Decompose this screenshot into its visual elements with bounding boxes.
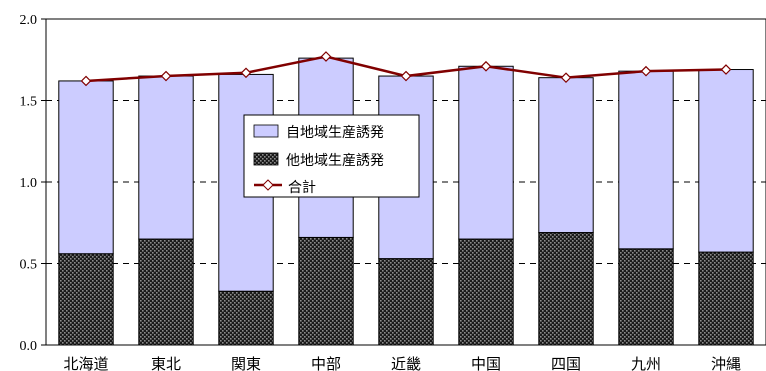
x-category-label-7: 九州 <box>631 355 661 371</box>
bar-own-region-5 <box>458 65 514 240</box>
total-point-0 <box>80 75 92 87</box>
bar-other-region-5 <box>458 238 514 346</box>
bar-other-region-6 <box>538 232 594 346</box>
bar-own-region-8 <box>698 69 754 253</box>
x-category-label-5: 中国 <box>471 355 501 371</box>
bar-other-region-0 <box>58 253 114 346</box>
y-axis: 0.0 0.5 1.0 1.5 2.0 <box>20 13 46 354</box>
total-point-2 <box>240 67 252 79</box>
total-point-6 <box>560 72 572 84</box>
legend-label-own-region: 自地域生産誘発 <box>286 125 384 141</box>
total-point-5 <box>480 60 492 72</box>
total-point-4 <box>400 70 412 82</box>
bar-other-region-2 <box>218 290 274 346</box>
legend-swatch-own-region <box>253 124 279 138</box>
total-point-1 <box>160 70 172 82</box>
y-tick-label-3: 1.5 <box>20 95 38 110</box>
x-category-label-8: 沖縄 <box>711 355 741 371</box>
y-tick-label-0: 0.0 <box>20 339 38 354</box>
legend-swatch-total-marker <box>262 179 274 191</box>
legend: 自地域生産誘発 他地域生産誘発 合計 <box>243 114 420 198</box>
bar-own-region-0 <box>58 80 114 255</box>
y-tick-label-2: 1.0 <box>20 176 38 191</box>
legend-label-total: 合計 <box>288 180 316 196</box>
legend-label-other-region: 他地域生産誘発 <box>286 153 384 169</box>
total-point-3 <box>320 51 332 62</box>
y-tick-label-4: 2.0 <box>20 13 38 28</box>
x-axis: 北海道 東北 関東 中部 近畿 中国 四国 九州 沖縄 <box>63 355 741 371</box>
x-category-label-3: 中部 <box>311 355 341 371</box>
bar-other-region-1 <box>138 238 194 346</box>
bar-own-region-7 <box>618 70 674 250</box>
x-category-label-1: 東北 <box>151 355 181 371</box>
bar-own-region-1 <box>138 75 194 240</box>
legend-swatch-other-region <box>253 152 279 166</box>
bars <box>58 57 754 346</box>
bar-other-region-8 <box>698 251 754 346</box>
bar-other-region-4 <box>378 258 434 346</box>
y-tick-label-1: 0.5 <box>20 258 38 273</box>
total-point-8 <box>720 64 732 75</box>
x-category-label-4: 近畿 <box>391 355 421 371</box>
bar-other-region-3 <box>298 236 354 346</box>
total-point-7 <box>640 65 652 77</box>
x-category-label-6: 四国 <box>551 355 581 371</box>
x-category-label-2: 関東 <box>231 355 261 371</box>
x-category-label-0: 北海道 <box>63 355 108 371</box>
bar-other-region-7 <box>618 248 674 346</box>
total-line <box>80 51 732 87</box>
bar-own-region-6 <box>538 77 594 234</box>
